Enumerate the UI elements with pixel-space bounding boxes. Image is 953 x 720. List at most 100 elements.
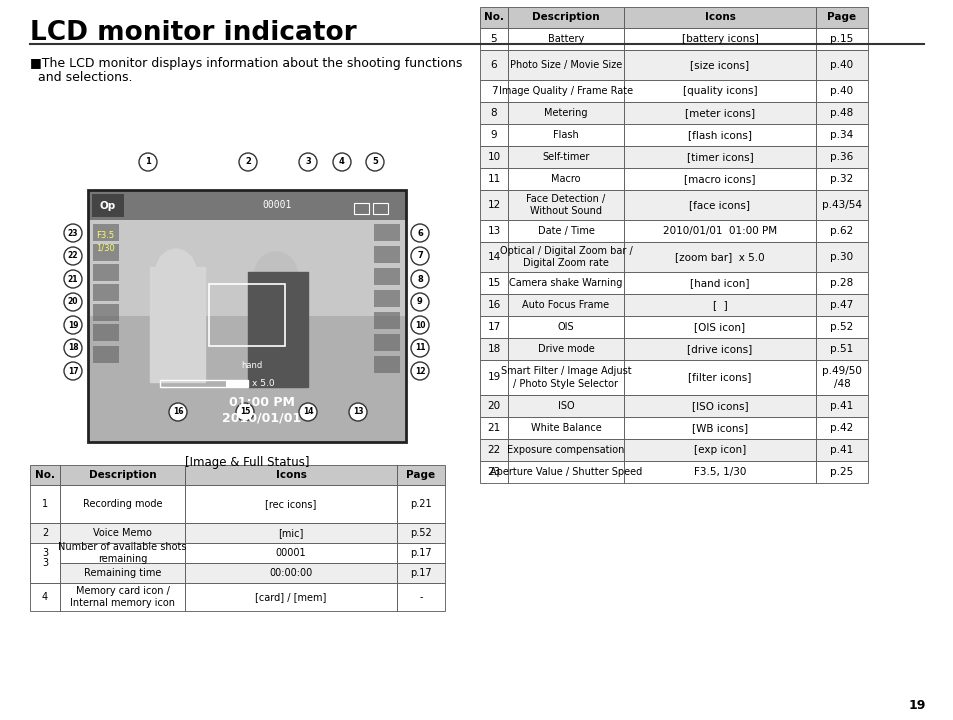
Text: 22: 22: [68, 251, 78, 261]
Text: [face icons]: [face icons]: [689, 200, 750, 210]
Bar: [60, 543, 185, 563]
Bar: [815, 190, 867, 220]
Bar: [507, 338, 623, 360]
Bar: [479, 124, 507, 146]
Text: ISO: ISO: [558, 401, 574, 411]
Text: 22: 22: [487, 445, 500, 455]
Text: p.62: p.62: [829, 226, 853, 236]
Text: 18: 18: [487, 344, 500, 354]
Bar: [479, 80, 507, 102]
Text: 13: 13: [353, 408, 363, 416]
Bar: [507, 272, 623, 294]
Text: p.42: p.42: [829, 423, 853, 433]
Text: 6: 6: [490, 60, 497, 70]
Bar: [623, 316, 815, 338]
Text: 12: 12: [487, 200, 500, 210]
Circle shape: [64, 293, 82, 311]
Bar: [815, 360, 867, 395]
Bar: [248, 272, 308, 387]
Bar: [507, 124, 623, 146]
Text: 3: 3: [42, 558, 48, 568]
Bar: [815, 338, 867, 360]
Bar: [479, 50, 507, 80]
Bar: [623, 338, 815, 360]
Text: Face Detection /
Without Sound: Face Detection / Without Sound: [526, 194, 605, 216]
Text: Smart Filter / Image Adjust
/ Photo Style Selector: Smart Filter / Image Adjust / Photo Styl…: [500, 366, 631, 389]
Text: p.17: p.17: [410, 548, 432, 558]
Text: Image Quality / Frame Rate: Image Quality / Frame Rate: [498, 86, 633, 96]
Text: [drive icons]: [drive icons]: [687, 344, 752, 354]
Text: [meter icons]: [meter icons]: [684, 108, 754, 118]
Text: ■The LCD monitor displays information about the shooting functions: ■The LCD monitor displays information ab…: [30, 57, 462, 70]
Bar: [623, 80, 815, 102]
Text: 5: 5: [490, 34, 497, 44]
Text: No.: No.: [35, 470, 55, 480]
Text: p.52: p.52: [410, 528, 432, 538]
Bar: [374, 246, 399, 263]
Text: Icons: Icons: [704, 12, 735, 22]
Text: Number of available shots
remaining: Number of available shots remaining: [58, 541, 187, 564]
Text: 4: 4: [338, 158, 345, 166]
Circle shape: [169, 403, 187, 421]
Bar: [623, 28, 815, 50]
Bar: [60, 523, 185, 543]
Bar: [507, 146, 623, 168]
Text: 23: 23: [487, 467, 500, 477]
Bar: [623, 461, 815, 483]
Bar: [374, 334, 399, 351]
Text: 14: 14: [487, 252, 500, 262]
Text: [WB icons]: [WB icons]: [691, 423, 747, 433]
Text: Metering: Metering: [543, 108, 587, 118]
Text: F3.5: F3.5: [96, 232, 114, 240]
Bar: [374, 224, 399, 241]
Text: 14: 14: [302, 408, 313, 416]
Text: 3: 3: [305, 158, 311, 166]
Bar: [507, 7, 623, 28]
Text: 4: 4: [42, 592, 48, 602]
Text: 2: 2: [42, 528, 48, 538]
Bar: [374, 290, 399, 307]
Bar: [507, 102, 623, 124]
Text: Auto Focus Frame: Auto Focus Frame: [522, 300, 609, 310]
Text: p.52: p.52: [829, 322, 853, 332]
Bar: [185, 485, 396, 523]
Text: Date / Time: Date / Time: [537, 226, 594, 236]
Text: [exp icon]: [exp icon]: [693, 445, 745, 455]
Text: 17: 17: [68, 366, 78, 376]
Bar: [815, 316, 867, 338]
Bar: [479, 190, 507, 220]
Bar: [185, 465, 396, 485]
Bar: [623, 7, 815, 28]
Text: 7: 7: [416, 251, 422, 261]
Text: 2010/01/01  01:00 PM: 2010/01/01 01:00 PM: [662, 226, 777, 236]
Bar: [374, 268, 399, 285]
Text: Drive mode: Drive mode: [537, 344, 594, 354]
Bar: [623, 439, 815, 461]
Bar: [815, 124, 867, 146]
Text: 13: 13: [487, 226, 500, 236]
Bar: [354, 203, 369, 214]
Text: [size icons]: [size icons]: [690, 60, 749, 70]
Text: White Balance: White Balance: [530, 423, 600, 433]
Text: p.36: p.36: [829, 152, 853, 162]
Bar: [623, 417, 815, 439]
Bar: [479, 294, 507, 316]
Circle shape: [64, 270, 82, 288]
Bar: [479, 338, 507, 360]
Text: 7: 7: [490, 86, 497, 96]
Bar: [60, 563, 185, 583]
Text: [mic]: [mic]: [278, 528, 303, 538]
Bar: [30, 523, 60, 543]
Text: 12: 12: [415, 366, 425, 376]
Bar: [30, 563, 60, 583]
Bar: [160, 380, 248, 387]
Circle shape: [298, 403, 316, 421]
Bar: [815, 102, 867, 124]
Bar: [815, 294, 867, 316]
Bar: [815, 146, 867, 168]
Bar: [815, 50, 867, 80]
Text: 15: 15: [239, 408, 250, 416]
Text: 11: 11: [487, 174, 500, 184]
Bar: [185, 583, 396, 611]
Bar: [507, 80, 623, 102]
